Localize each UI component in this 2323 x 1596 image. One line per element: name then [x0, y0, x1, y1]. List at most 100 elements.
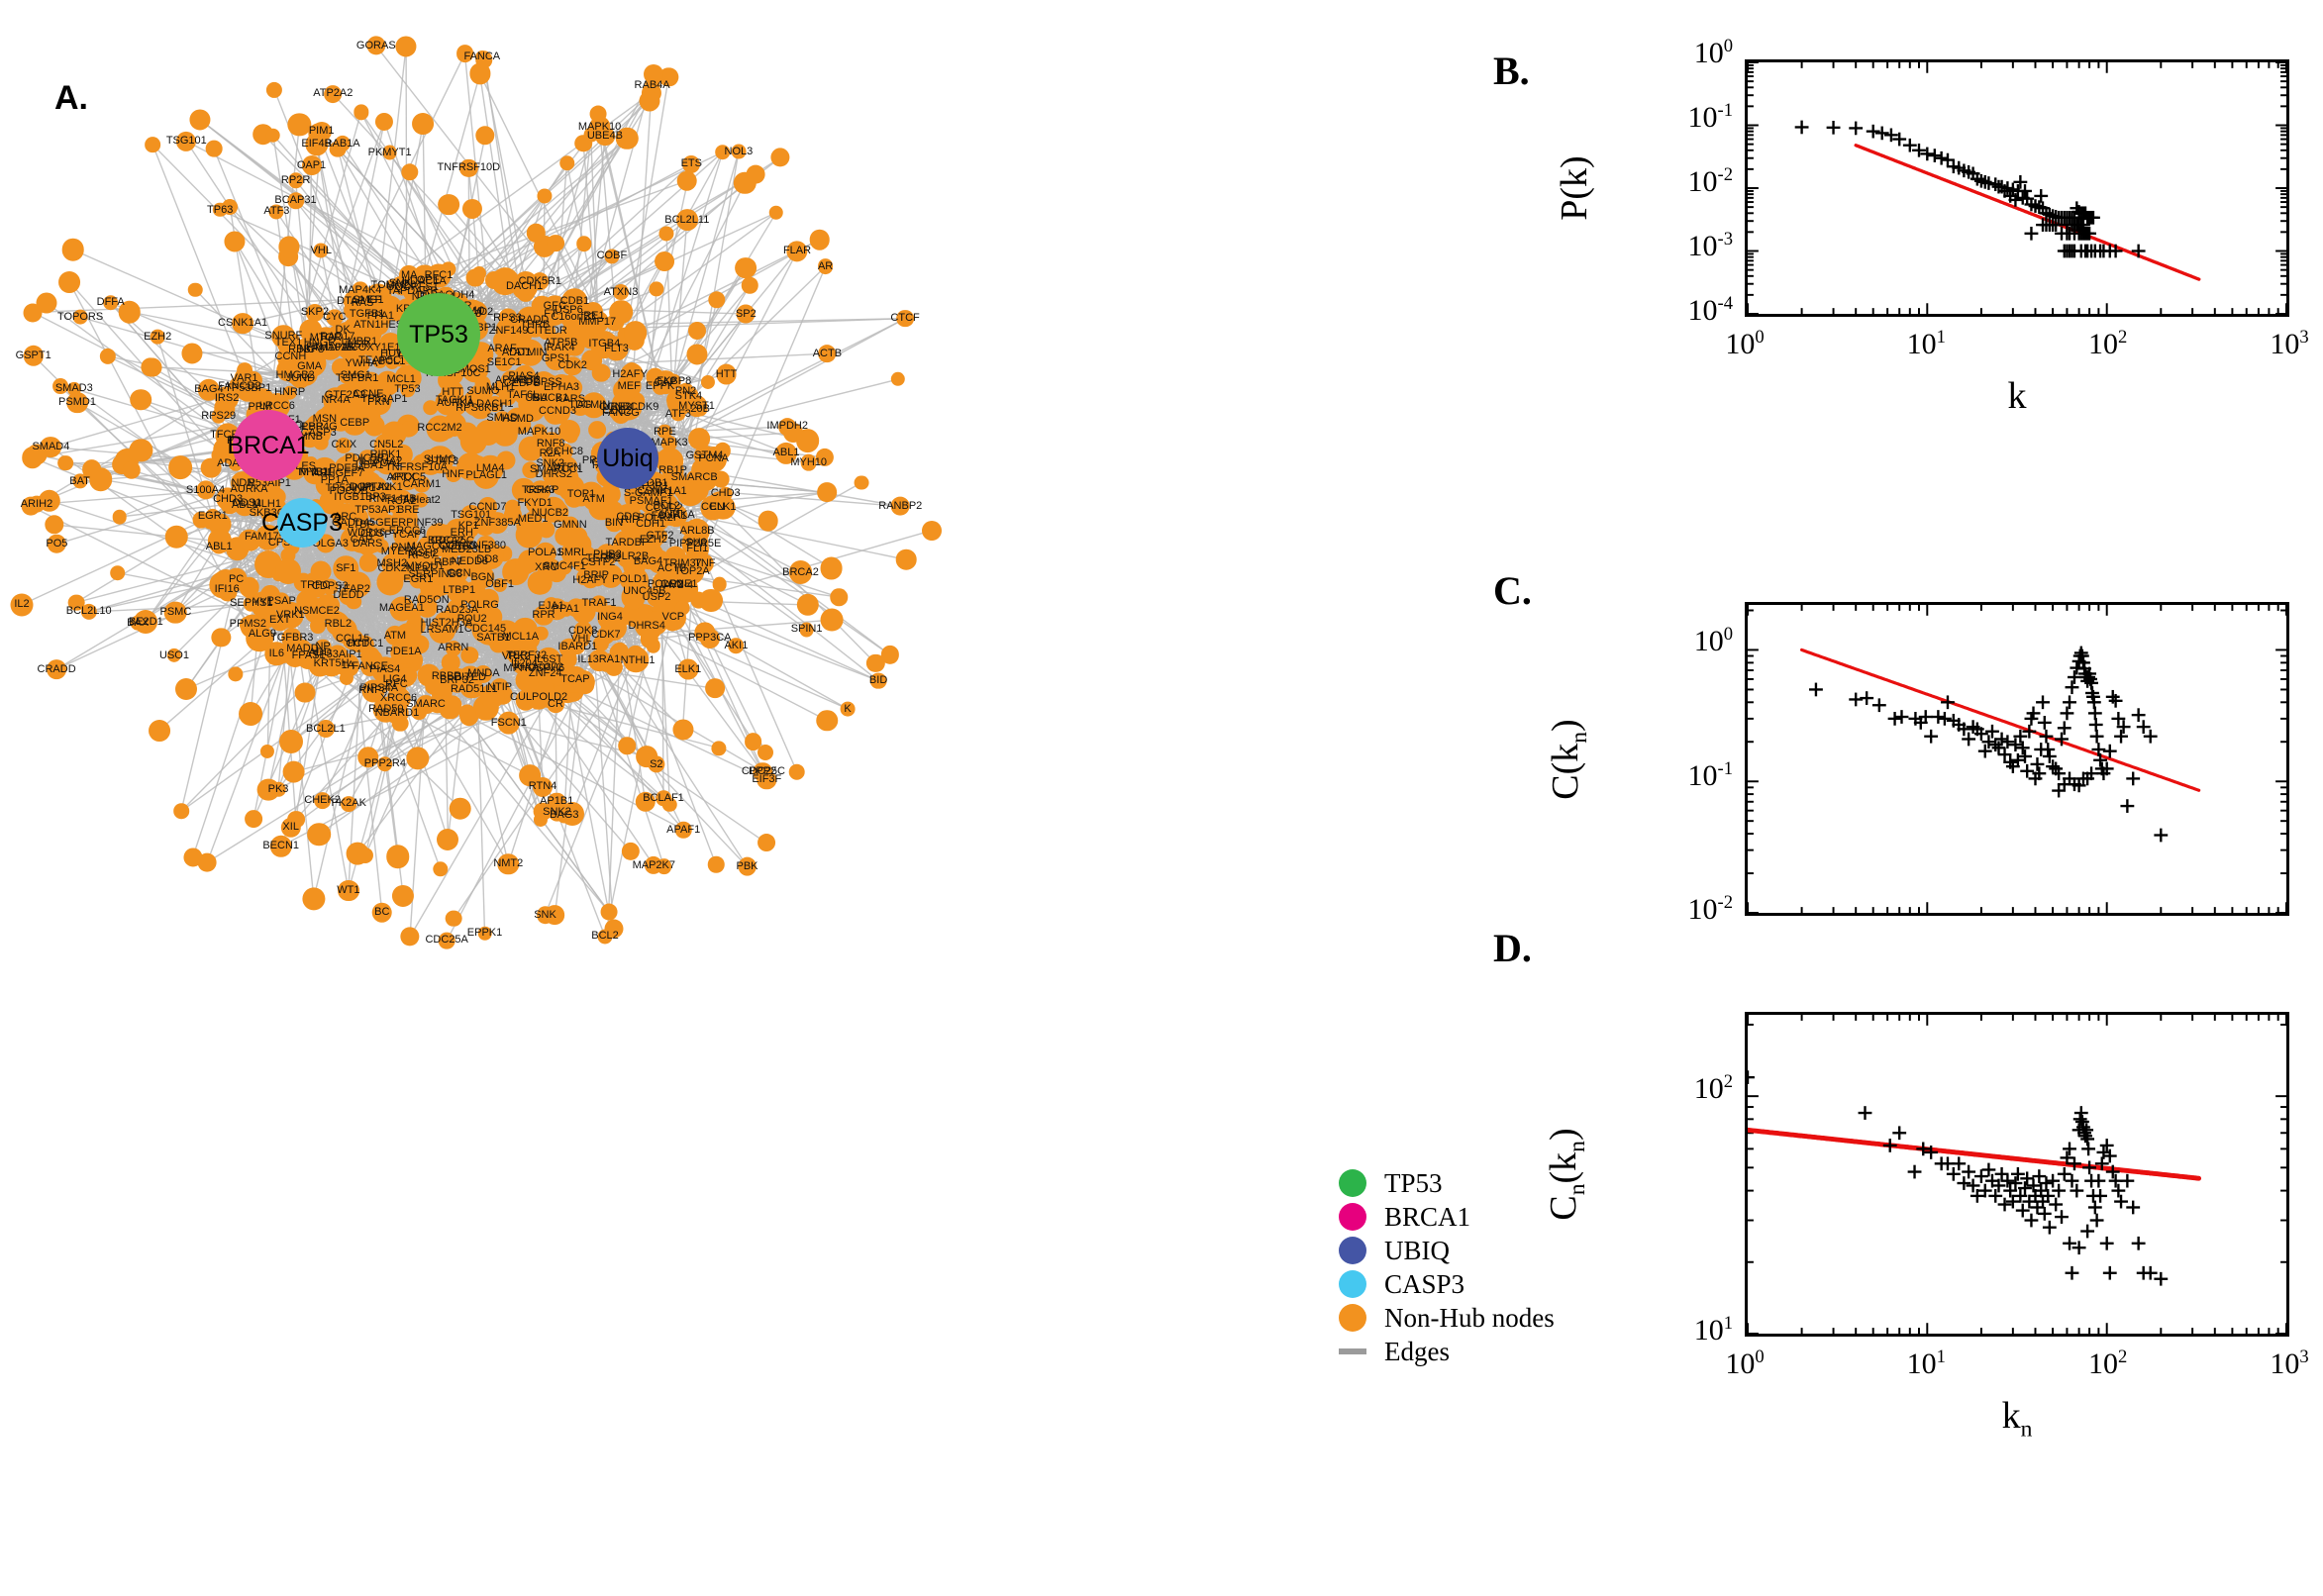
network-node[interactable]	[188, 282, 203, 297]
network-node[interactable]	[758, 744, 773, 760]
network-node[interactable]	[58, 270, 80, 293]
network-node[interactable]	[344, 571, 371, 598]
network-node[interactable]	[10, 593, 34, 617]
network-node[interactable]	[220, 496, 239, 515]
network-node[interactable]	[195, 480, 216, 500]
network-node[interactable]	[582, 487, 606, 511]
network-node[interactable]	[438, 193, 459, 216]
network-node[interactable]	[684, 477, 709, 503]
network-node[interactable]	[495, 353, 514, 372]
network-node[interactable]	[854, 475, 869, 491]
hub-node-ubiq[interactable]: Ubiq	[597, 428, 658, 489]
network-node[interactable]	[616, 373, 642, 399]
network-node[interactable]	[310, 643, 331, 663]
network-node[interactable]	[47, 659, 66, 679]
network-node[interactable]	[441, 653, 460, 672]
network-node[interactable]	[414, 544, 434, 563]
network-node[interactable]	[286, 810, 305, 829]
network-node[interactable]	[395, 622, 422, 648]
network-node[interactable]	[130, 615, 146, 631]
network-node[interactable]	[758, 510, 778, 532]
network-node[interactable]	[360, 338, 380, 357]
network-node[interactable]	[164, 601, 187, 624]
network-node[interactable]	[371, 352, 388, 369]
network-node[interactable]	[799, 622, 815, 638]
network-node[interactable]	[416, 597, 438, 618]
network-node[interactable]	[817, 258, 834, 275]
network-node[interactable]	[768, 205, 784, 221]
network-node[interactable]	[460, 647, 478, 664]
network-node[interactable]	[714, 443, 732, 459]
network-node[interactable]	[57, 454, 73, 471]
network-node[interactable]	[211, 408, 226, 424]
network-node[interactable]	[820, 556, 844, 580]
network-node[interactable]	[148, 719, 170, 742]
network-node[interactable]	[528, 496, 552, 520]
network-node[interactable]	[164, 525, 188, 549]
network-node[interactable]	[705, 678, 725, 699]
network-node[interactable]	[480, 606, 502, 628]
network-node[interactable]	[512, 372, 533, 394]
network-node[interactable]	[350, 418, 365, 433]
network-node[interactable]	[341, 795, 357, 812]
network-node[interactable]	[479, 683, 504, 709]
network-node[interactable]	[457, 665, 482, 691]
network-node[interactable]	[511, 414, 531, 435]
network-node[interactable]	[449, 797, 472, 820]
network-node[interactable]	[569, 395, 590, 416]
network-node[interactable]	[459, 428, 487, 454]
network-node[interactable]	[712, 470, 730, 488]
network-node[interactable]	[738, 856, 757, 876]
network-node[interactable]	[618, 737, 637, 754]
network-node[interactable]	[102, 295, 119, 311]
network-node[interactable]	[361, 458, 377, 473]
network-node[interactable]	[818, 345, 837, 363]
network-node[interactable]	[614, 503, 642, 532]
network-node[interactable]	[497, 711, 521, 735]
network-node[interactable]	[72, 309, 88, 325]
network-node[interactable]	[546, 598, 567, 620]
network-node[interactable]	[644, 611, 668, 636]
network-node[interactable]	[337, 879, 359, 902]
network-node[interactable]	[301, 155, 322, 176]
network-node[interactable]	[664, 546, 686, 567]
network-node[interactable]	[371, 902, 393, 924]
network-node[interactable]	[382, 145, 398, 160]
network-node[interactable]	[515, 668, 539, 692]
network-node[interactable]	[869, 672, 887, 689]
network-node[interactable]	[588, 420, 607, 439]
network-node[interactable]	[712, 576, 727, 592]
network-node[interactable]	[324, 84, 343, 103]
network-node[interactable]	[698, 588, 723, 613]
network-node[interactable]	[329, 141, 347, 157]
network-node[interactable]	[391, 715, 409, 733]
network-node[interactable]	[310, 617, 327, 634]
network-node[interactable]	[610, 399, 627, 417]
network-node[interactable]	[656, 858, 672, 874]
network-node[interactable]	[205, 140, 223, 157]
network-node[interactable]	[224, 231, 246, 252]
network-node[interactable]	[465, 268, 485, 288]
network-node[interactable]	[613, 284, 629, 301]
network-node[interactable]	[286, 366, 304, 385]
network-node[interactable]	[677, 658, 699, 680]
network-node[interactable]	[268, 609, 291, 632]
legend-edges[interactable]: Edges	[1339, 1335, 1576, 1368]
network-node[interactable]	[600, 903, 618, 921]
network-node[interactable]	[475, 516, 496, 537]
network-node[interactable]	[562, 355, 582, 376]
network-node[interactable]	[256, 778, 280, 801]
network-node[interactable]	[455, 45, 474, 63]
network-node[interactable]	[388, 541, 410, 562]
network-node[interactable]	[556, 559, 572, 575]
network-node[interactable]	[265, 128, 281, 143]
network-node[interactable]	[675, 209, 698, 232]
network-node[interactable]	[422, 400, 439, 416]
network-node[interactable]	[399, 666, 417, 685]
network-node[interactable]	[245, 810, 262, 828]
network-node[interactable]	[545, 905, 565, 925]
network-node[interactable]	[67, 594, 85, 611]
network-node[interactable]	[238, 529, 261, 551]
network-node[interactable]	[742, 277, 758, 294]
network-node[interactable]	[800, 453, 818, 471]
